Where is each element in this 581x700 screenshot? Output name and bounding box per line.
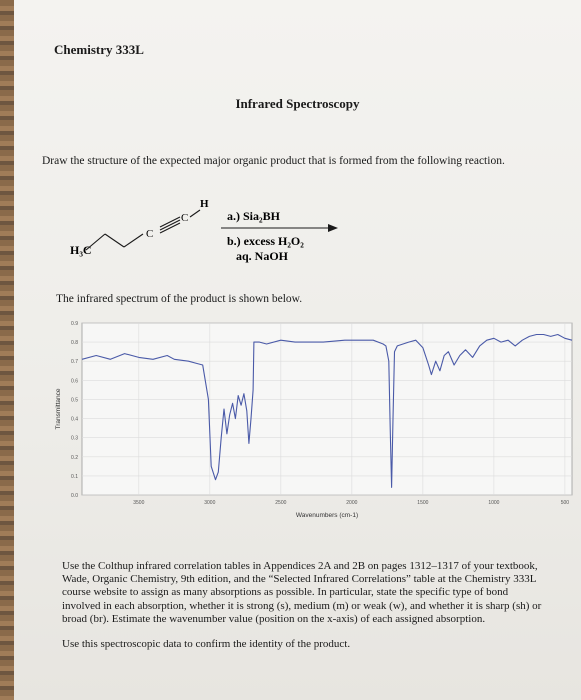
spectrum-intro: The infrared spectrum of the product is … [56,293,303,305]
x-tick-label: 3000 [204,500,215,506]
reactant-structure [85,209,201,251]
y-tick-label: 0.0 [71,493,78,499]
y-tick-label: 0.3 [71,436,78,442]
plot-area [81,322,573,496]
hydrogen-label: H [200,198,209,210]
reaction-scheme: H₃C C C H a.) Sia₂BH b.) excess H₂O₂ aq.… [70,198,338,263]
y-tick-label: 0.2 [71,455,78,461]
carbon2-label: C [181,212,188,224]
instructions-paragraph-2: Use this spectroscopic data to confirm t… [62,638,351,651]
y-tick-label: 0.4 [71,417,78,423]
x-tick-label: 2500 [275,500,286,506]
course-title: Chemistry 333L [54,42,144,57]
reagent-b: b.) excess H₂O₂ [227,234,304,248]
worksheet-page: Chemistry 333L Infrared Spectroscopy Dra… [14,0,581,700]
y-tick-label: 0.9 [71,321,78,327]
x-tick-label: 3500 [133,500,144,506]
page-title: Infrared Spectroscopy [235,96,360,111]
reagent-b2: aq. NaOH [236,249,289,263]
x-tick-label: 1500 [417,500,428,506]
y-tick-label: 0.5 [71,397,78,403]
question-prompt: Draw the structure of the expected major… [42,155,505,167]
methyl-label: H₃C [70,243,92,257]
spectrum-line [81,333,573,488]
y-axis-label: Transmittance [55,388,62,429]
y-tick-label: 0.6 [71,378,78,384]
x-axis-label: Wavenumbers (cm-1) [296,512,358,519]
instructions: Use the Colthup infrared correlation tab… [62,560,548,651]
page-edge [0,0,14,700]
y-tick-label: 0.1 [71,474,78,480]
reagent-a: a.) Sia₂BH [227,209,281,223]
instructions-paragraph-1: Use the Colthup infrared correlation tab… [62,560,542,625]
x-tick-label: 500 [561,500,570,506]
y-tick-label: 0.7 [71,359,78,365]
y-tick-label: 0.8 [71,340,78,346]
ir-spectrum-chart: 0.0 0.1 0.2 0.3 0.4 0.5 0.6 0.7 0.8 0.9 3500 3000 25… [55,321,573,519]
carbon1-label: C [146,228,153,240]
x-tick-label: 1000 [488,500,499,506]
x-tick-label: 2000 [346,500,357,506]
reaction-arrow [221,224,338,232]
